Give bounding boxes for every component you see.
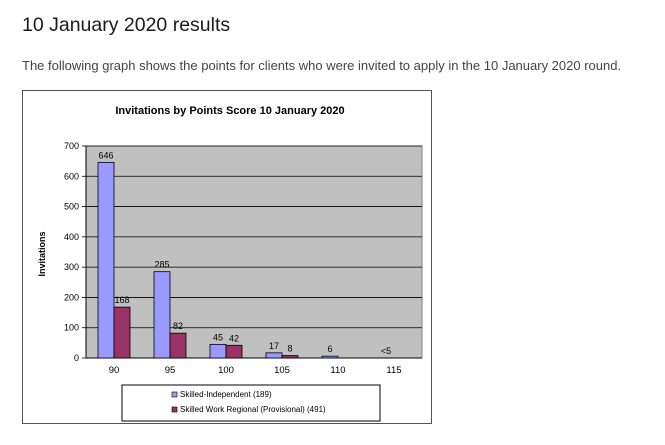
y-tick-label: 700 <box>64 141 79 151</box>
y-tick-label: 200 <box>64 292 79 302</box>
bar-skilled-independent-100 <box>209 343 227 359</box>
data-label: 6 <box>327 344 332 354</box>
legend-label: Skilled-Independent (189) <box>180 390 272 399</box>
bar-skilled-independent-110 <box>321 355 339 359</box>
legend-label: Skilled Work Regional (Provisional) (491… <box>180 405 326 414</box>
x-tick-label: 90 <box>109 365 120 376</box>
data-label: 646 <box>98 150 113 160</box>
bar-chart: Invitations by Points Score 10 January 2… <box>37 105 423 422</box>
data-label: 45 <box>213 332 223 342</box>
y-tick-label: 400 <box>64 232 79 242</box>
bar-skilled-independent-90 <box>97 161 115 359</box>
legend-box <box>121 384 381 422</box>
y-tick-label: 100 <box>64 323 79 333</box>
x-tick-label: 100 <box>218 365 234 376</box>
intro-text: The following graph shows the points for… <box>22 58 622 73</box>
legend-swatch <box>171 391 178 398</box>
bar-skilled-work-regional-90 <box>113 306 131 359</box>
x-tick-label: 95 <box>165 365 176 376</box>
chart-title: Invitations by Points Score 10 January 2… <box>115 105 344 117</box>
data-label: <5 <box>381 346 391 356</box>
data-label: 8 <box>287 344 292 354</box>
page-heading: 10 January 2020 results <box>22 14 231 36</box>
x-tick-label: 105 <box>274 365 290 376</box>
chart-frame: Invitations by Points Score 10 January 2… <box>22 90 432 424</box>
plot-background <box>85 145 423 359</box>
bar-skilled-work-regional-95 <box>169 332 187 359</box>
legend-swatch <box>171 406 178 413</box>
y-tick-label: 600 <box>64 171 79 181</box>
y-tick-label: 500 <box>64 202 79 212</box>
data-label: 82 <box>173 321 183 331</box>
plot-area: 0 100 200 300 400 500 600 700 646 168 90 285 82 95 45 4… <box>64 141 423 376</box>
data-label: 17 <box>269 341 279 351</box>
y-tick-label: 300 <box>64 262 79 272</box>
bar-skilled-independent-95 <box>153 271 171 359</box>
data-label: 168 <box>114 295 129 305</box>
y-tick-label: 0 <box>74 353 79 363</box>
x-tick-label: 110 <box>330 365 345 376</box>
legend: Skilled-Independent (189) Skilled Work Re… <box>121 384 381 422</box>
data-label: 285 <box>154 260 169 270</box>
bar-skilled-work-regional-100 <box>225 344 243 359</box>
bar-skilled-independent-105 <box>265 352 283 359</box>
x-tick-label: 115 <box>386 365 401 376</box>
y-axis-label: Invitations <box>37 231 47 276</box>
bar-skilled-work-regional-105 <box>281 355 299 359</box>
data-label: 42 <box>229 333 239 343</box>
